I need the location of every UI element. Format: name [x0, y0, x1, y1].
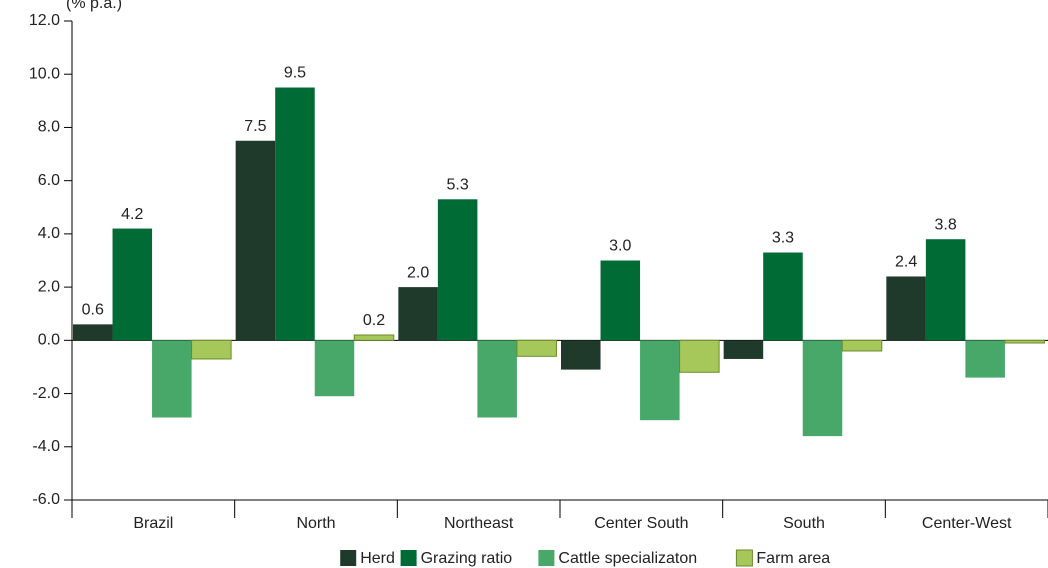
bar — [191, 339, 232, 360]
bar — [802, 340, 843, 437]
x-tick-label: Brazil — [133, 515, 173, 532]
bar — [275, 87, 315, 341]
data-label: 5.3 — [447, 177, 469, 194]
bar — [925, 239, 966, 341]
bar — [398, 287, 438, 341]
data-label: 9.5 — [284, 65, 306, 82]
y-tick-label: -2.0 — [32, 385, 60, 402]
legend-label: Farm area — [756, 550, 830, 567]
y-tick-label: 2.0 — [38, 278, 60, 295]
bar — [965, 340, 1005, 378]
data-label: 2.4 — [895, 254, 917, 271]
legend-label: Grazing ratio — [421, 550, 513, 567]
bar — [314, 340, 355, 397]
y-tick-label: 0.0 — [38, 332, 60, 349]
legend-label: Herd — [360, 550, 395, 567]
legend-label: Cattle specializaton — [558, 550, 697, 567]
y-tick-label: -4.0 — [32, 438, 60, 455]
bar — [679, 339, 720, 373]
bar — [1004, 339, 1045, 344]
legend-swatch — [400, 550, 417, 566]
y-tick-label: 8.0 — [38, 119, 60, 136]
data-label: 0.2 — [363, 312, 385, 329]
bar — [561, 340, 601, 370]
bar — [723, 340, 764, 359]
data-label: 4.2 — [121, 206, 143, 223]
x-tick-label: Center-West — [922, 515, 1012, 532]
bar — [353, 334, 395, 341]
bar — [73, 324, 113, 341]
legend-swatch — [735, 549, 753, 567]
legend-swatch — [340, 550, 357, 566]
y-tick-label: 12.0 — [29, 12, 60, 29]
data-label: 7.5 — [244, 118, 266, 135]
data-label: 0.6 — [82, 302, 104, 319]
bar — [763, 252, 803, 341]
x-tick-label: South — [783, 515, 825, 532]
x-tick-label: North — [296, 515, 335, 532]
data-label: 3.8 — [935, 216, 957, 233]
x-tick-label: Northeast — [444, 515, 514, 532]
y-tick-label: 6.0 — [38, 172, 60, 189]
bar — [600, 260, 641, 341]
data-label: 2.0 — [407, 264, 429, 281]
x-tick-label: Center South — [594, 515, 688, 532]
bar — [640, 340, 680, 421]
bar — [477, 340, 517, 418]
bar — [437, 199, 478, 341]
y-axis-label: (% p.a.) — [66, 0, 122, 12]
bar — [886, 276, 926, 341]
bar — [516, 339, 557, 357]
y-tick-label: -6.0 — [32, 491, 60, 508]
y-tick-label: 10.0 — [29, 65, 60, 82]
bar — [152, 340, 192, 418]
bar — [235, 140, 276, 341]
bar — [841, 339, 883, 352]
y-tick-label: 4.0 — [38, 225, 60, 242]
data-label: 3.0 — [609, 238, 631, 255]
legend-swatch — [538, 550, 555, 566]
bar — [112, 228, 153, 341]
data-label: 3.3 — [772, 230, 794, 247]
